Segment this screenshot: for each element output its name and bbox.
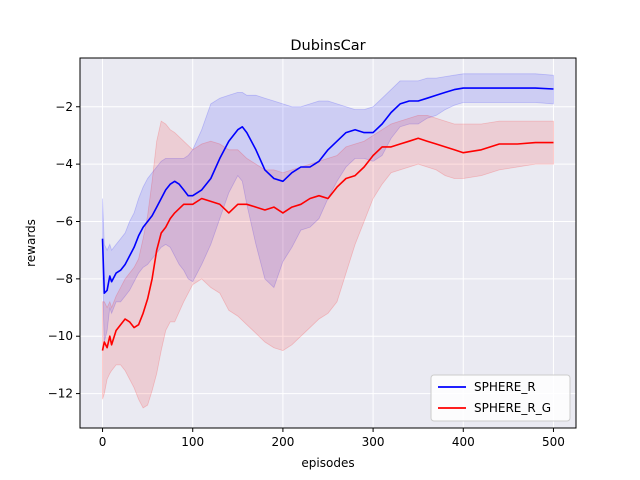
y-axis-ticks: −12 −10 −8 −6 −4 −2 <box>48 100 80 401</box>
y-tick-label: −12 <box>48 387 73 401</box>
x-tick-label: 500 <box>542 435 565 449</box>
legend: SPHERE_R SPHERE_R_G <box>430 374 571 422</box>
confidence-band-sphere-r-g <box>102 115 554 409</box>
y-tick-label: −2 <box>55 100 73 114</box>
confidence-band-sphere-r <box>102 73 554 343</box>
chart-title: DubinsCar <box>290 38 365 54</box>
y-tick-label: −4 <box>55 157 73 171</box>
series-line-sphere-r <box>101 87 554 295</box>
plot-background <box>80 58 576 428</box>
x-tick-label: 400 <box>452 435 475 449</box>
y-tick-label: −10 <box>48 329 73 343</box>
y-tick-label: −8 <box>55 272 73 286</box>
plot-frame <box>79 57 577 429</box>
y-axis-label: rewards <box>24 219 38 267</box>
series-line-sphere-r-g <box>101 137 554 351</box>
x-tick-label: 0 <box>99 435 107 449</box>
y-tick-label: −6 <box>55 214 73 228</box>
legend-label-sphere-r-g: SPHERE_R_G <box>474 401 551 415</box>
x-tick-label: 100 <box>181 435 204 449</box>
x-tick-label: 200 <box>271 435 294 449</box>
x-axis-label: episodes <box>301 456 354 470</box>
x-tick-label: 300 <box>362 435 385 449</box>
series-lines <box>101 87 554 351</box>
legend-label-sphere-r: SPHERE_R <box>474 380 536 394</box>
confidence-bands <box>102 73 554 409</box>
x-axis-ticks: 0 100 200 300 400 500 <box>99 428 565 449</box>
grid <box>80 58 576 428</box>
